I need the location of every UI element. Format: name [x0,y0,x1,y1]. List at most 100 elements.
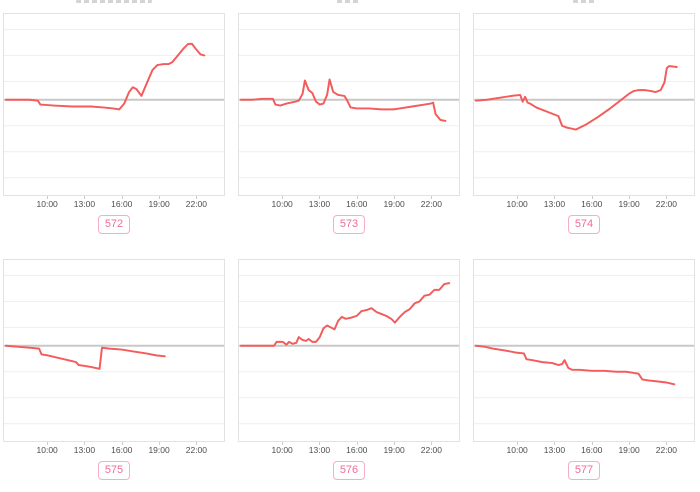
x-axis-tick-mark [554,441,556,445]
chart-badge[interactable]: 574 [567,215,601,235]
x-axis-tick-mark [159,441,161,445]
line-chart[interactable] [473,12,695,196]
x-axis-tick-label: 16:00 [111,198,133,209]
x-axis-tick-mark [84,195,86,199]
series-line [239,78,447,122]
x-axis-tick-label: 22:00 [420,198,443,209]
clipped-title-remnant [337,0,361,3]
x-axis-tick-mark [282,195,284,199]
chart-cell: 10:00 13:00 16:00 19:00 22:00 574 [473,0,695,246]
x-axis-tick-mark [282,441,284,445]
x-axis-tick-mark [629,441,631,445]
x-axis-tick-mark [591,441,593,445]
chart-badge[interactable]: 575 [97,461,131,481]
clipped-title-remnant [76,0,152,3]
x-axis-tick-mark [319,441,321,445]
x-axis-tick-mark [554,195,556,199]
x-axis-tick-label: 10:00 [506,444,528,455]
x-axis-tick-label: 22:00 [655,444,678,455]
x-axis-tick-label: 13:00 [308,444,331,455]
x-axis-tick-label: 16:00 [346,198,368,209]
x-axis-tick-mark [666,195,668,199]
x-axis-tick-label: 16:00 [581,444,603,455]
badge-row: 572 [3,208,225,246]
series-line [474,344,676,385]
x-axis-tick-mark [319,195,321,199]
clipped-title-strip [473,0,695,13]
x-axis-tick-mark [666,441,668,445]
x-axis-tick-label: 19:00 [618,444,640,455]
x-axis: 10:00 13:00 16:00 19:00 22:00 [3,195,225,209]
x-axis-tick-label: 10:00 [271,198,293,209]
x-axis-tick-label: 13:00 [73,198,96,209]
x-axis-tick-mark [394,195,396,199]
x-axis-tick-mark [47,441,49,445]
chart-cell: 10:00 13:00 16:00 19:00 22:00 573 [238,0,460,246]
x-axis-tick-mark [196,195,198,199]
x-axis: 10:00 13:00 16:00 19:00 22:00 [3,441,225,455]
x-axis-tick-label: 19:00 [383,198,405,209]
x-axis-tick-label: 16:00 [111,444,133,455]
chart-cell: 10:00 13:00 16:00 19:00 22:00 577 [473,246,695,492]
badge-row: 576 [238,454,460,492]
x-axis-tick-label: 10:00 [506,198,528,209]
line-chart[interactable] [238,258,460,442]
x-axis-tick-mark [356,441,358,445]
x-axis-tick-mark [517,195,519,199]
x-axis-tick-mark [196,441,198,445]
x-axis-tick-mark [121,195,123,199]
line-chart[interactable] [3,12,225,196]
line-chart[interactable] [3,258,225,442]
chart-badge[interactable]: 577 [567,461,601,481]
x-axis-tick-mark [84,441,86,445]
x-axis-tick-mark [591,195,593,199]
x-axis-tick-label: 10:00 [36,444,58,455]
x-axis-tick-label: 16:00 [346,444,368,455]
x-axis-tick-label: 13:00 [308,198,331,209]
x-axis-tick-label: 19:00 [383,444,405,455]
line-chart[interactable] [473,258,695,442]
x-axis: 10:00 13:00 16:00 19:00 22:00 [473,195,695,209]
chart-cell: 10:00 13:00 16:00 19:00 22:00 575 [3,246,225,492]
x-axis-tick-label: 10:00 [36,198,58,209]
x-axis-tick-label: 19:00 [148,198,170,209]
badge-row: 575 [3,454,225,492]
badge-row: 577 [473,454,695,492]
x-axis-tick-mark [629,195,631,199]
clipped-title-strip [238,0,460,13]
x-axis-tick-mark [47,195,49,199]
x-axis: 10:00 13:00 16:00 19:00 22:00 [238,441,460,455]
x-axis-tick-label: 13:00 [543,198,566,209]
x-axis-tick-label: 22:00 [185,444,208,455]
x-axis-tick-label: 22:00 [420,444,443,455]
chart-badge[interactable]: 572 [97,215,131,235]
clipped-title-strip [3,246,225,259]
chart-cell: 10:00 13:00 16:00 19:00 22:00 572 [3,0,225,246]
x-axis: 10:00 13:00 16:00 19:00 22:00 [238,195,460,209]
series-line [4,42,206,110]
x-axis-tick-label: 22:00 [655,198,678,209]
x-axis: 10:00 13:00 16:00 19:00 22:00 [473,441,695,455]
chart-badge[interactable]: 573 [332,215,366,235]
x-axis-tick-mark [356,195,358,199]
chart-badge[interactable]: 576 [332,461,366,481]
x-axis-tick-mark [517,441,519,445]
series-line [239,281,451,347]
x-axis-tick-mark [431,195,433,199]
x-axis-tick-label: 10:00 [271,444,293,455]
badge-row: 573 [238,208,460,246]
x-axis-tick-mark [394,441,396,445]
clipped-title-remnant [573,0,595,3]
x-axis-tick-label: 22:00 [185,198,208,209]
x-axis-tick-mark [159,195,161,199]
x-axis-tick-label: 19:00 [618,198,640,209]
line-chart[interactable] [238,12,460,196]
clipped-title-strip [238,246,460,259]
x-axis-tick-label: 19:00 [148,444,170,455]
x-axis-tick-label: 13:00 [543,444,566,455]
x-axis-tick-mark [431,441,433,445]
chart-cell: 10:00 13:00 16:00 19:00 22:00 576 [238,246,460,492]
clipped-title-strip [473,246,695,259]
x-axis-tick-label: 13:00 [73,444,96,455]
